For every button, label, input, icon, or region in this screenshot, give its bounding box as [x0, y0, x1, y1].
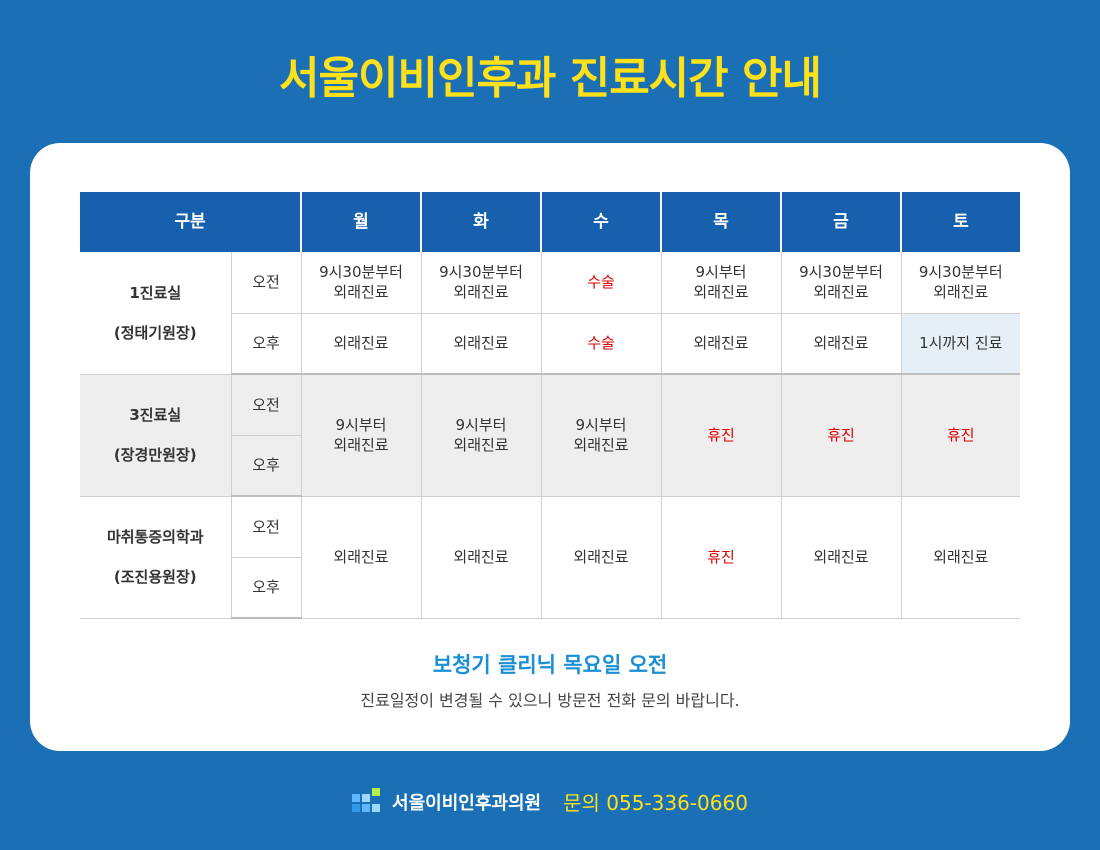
header-day: 화: [420, 192, 541, 252]
room-name: 1진료실 (정태기원장): [80, 252, 232, 375]
header-day: 수: [540, 192, 661, 252]
schedule-cell-surgery: 수술: [540, 312, 662, 375]
cell-text: 9시부터 외래진료: [573, 416, 629, 455]
table-row: 3진료실 (장경만원장) 오전 9시부터 외래진료 9시부터 외래진료 9시부터…: [80, 373, 1020, 497]
header-day: 목: [660, 192, 781, 252]
cell-text: 수술: [587, 273, 615, 292]
schedule-table: 구분 월 화 수 목 금 토 1진료실 (정태기원장) 오전 9시30분부터 외…: [80, 192, 1020, 619]
schedule-cell: 외래진료: [420, 495, 542, 619]
schedule-cell: 외래진료: [540, 495, 662, 619]
schedule-cell: 외래진료: [660, 312, 782, 375]
footer: 서울이비인후과의원 문의 055-336-0660: [0, 787, 1100, 816]
schedule-cell-surgery: 수술: [540, 252, 662, 314]
room-name-line: 마취통증의학과: [106, 528, 204, 546]
period-label: 오전: [230, 373, 302, 436]
table-row: 마취통증의학과 (조진용원장) 오전 외래진료 외래진료 외래진료 휴진 외래진…: [80, 495, 1020, 619]
cell-text: 9시30분부터 외래진료: [918, 263, 1003, 302]
room-name-line: 3진료실: [129, 406, 182, 424]
header-day: 금: [780, 192, 901, 252]
hearing-aid-clinic-note: 보청기 클리닉 목요일 오전: [432, 653, 668, 677]
schedule-cell: 외래진료: [300, 312, 422, 375]
table-row: 오후: [80, 556, 1020, 619]
schedule-cell: 9시30분부터 외래진료: [300, 252, 422, 314]
period-label: 오전: [230, 495, 302, 558]
schedule-cell: 외래진료: [420, 312, 542, 375]
period-label: 오후: [231, 556, 301, 619]
cell-text: 9시30분부터 외래진료: [799, 263, 883, 302]
clinic-name: 서울이비인후과의원: [392, 792, 542, 814]
room-doctor-line: (장경만원장): [113, 446, 197, 464]
room-name-line: 1진료실: [129, 283, 182, 302]
schedule-cell: 9시30분부터 외래진료: [420, 252, 542, 314]
schedule-cell: 9시부터 외래진료: [660, 252, 782, 314]
table-row: 오후: [80, 434, 1020, 497]
room-doctor-line: (정태기원장): [113, 323, 197, 342]
schedule-cell: 9시부터 외래진료: [420, 373, 542, 497]
period-label: 오후: [231, 434, 301, 497]
room-name: 3진료실 (장경만원장): [80, 373, 232, 497]
schedule-cell: 9시부터 외래진료: [540, 373, 662, 497]
page-title: 서울이비인후과 진료시간 안내: [279, 53, 822, 104]
schedule-change-notice: 진료일정이 변경될 수 있으니 방문전 전화 문의 바랍니다.: [360, 691, 740, 710]
header-day: 토: [900, 192, 1020, 252]
schedule-cell: 9시30분부터 외래진료: [900, 252, 1020, 314]
cell-text: 9시부터 외래진료: [453, 416, 509, 455]
cell-text: 9시30분부터 외래진료: [439, 263, 523, 302]
table-row: 1진료실 (정태기원장) 오전 9시30분부터 외래진료 9시30분부터 외래진…: [80, 252, 1020, 375]
period-label: 오전: [230, 252, 302, 314]
schedule-cell-closed: 휴진: [660, 495, 782, 619]
period-label: 오후: [231, 312, 302, 375]
table-header-row: 구분 월 화 수 목 금 토: [80, 192, 1020, 252]
room-name: 마취통증의학과 (조진용원장): [80, 495, 232, 619]
schedule-cell: 외래진료: [900, 495, 1020, 619]
schedule-cell-closed: 휴진: [660, 373, 782, 497]
contact-phone[interactable]: 문의 055-336-0660: [563, 791, 748, 815]
schedule-cell-closed: 휴진: [900, 373, 1020, 497]
header-category: 구분: [80, 192, 301, 252]
schedule-cell-highlight: 1시까지 진료: [900, 312, 1020, 375]
schedule-cell: 9시30분부터 외래진료: [780, 252, 902, 314]
header-day: 월: [300, 192, 421, 252]
schedule-card: 구분 월 화 수 목 금 토 1진료실 (정태기원장) 오전 9시30분부터 외…: [30, 143, 1070, 751]
cell-text: 9시부터 외래진료: [693, 263, 749, 302]
cell-text: 9시부터 외래진료: [333, 416, 389, 455]
schedule-cell: 외래진료: [780, 495, 902, 619]
room-doctor-line: (조진용원장): [113, 568, 197, 586]
table-row: 오후 외래진료 외래진료 수술 외래진료 외래진료 1시까지 진료: [80, 312, 1020, 375]
schedule-cell: 9시부터 외래진료: [300, 373, 422, 497]
schedule-cell: 외래진료: [300, 495, 422, 619]
cell-text: 9시30분부터 외래진료: [319, 263, 403, 302]
schedule-cell: 외래진료: [780, 312, 902, 375]
clinic-logo-icon: [352, 787, 381, 816]
schedule-cell-closed: 휴진: [780, 373, 902, 497]
